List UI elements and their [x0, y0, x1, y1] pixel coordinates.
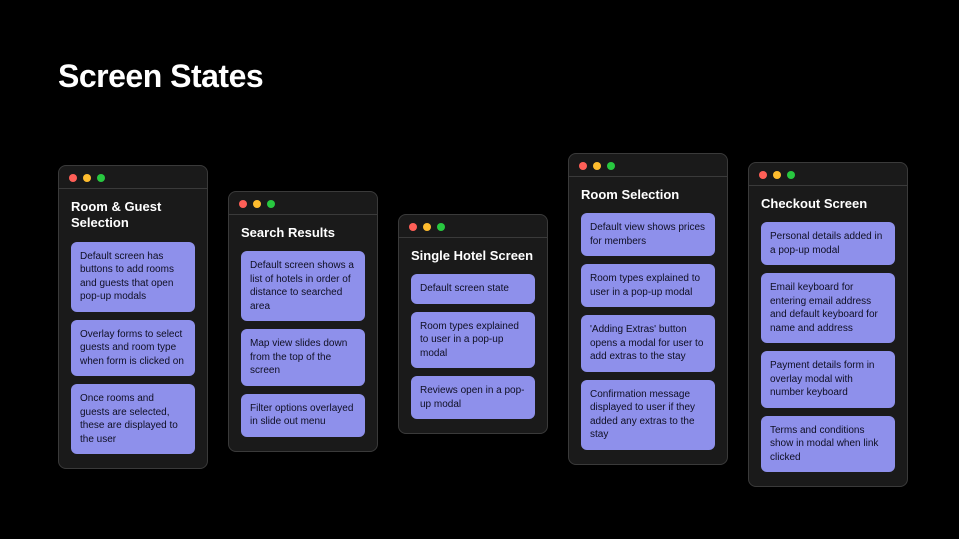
traffic-light-yellow-icon: [593, 162, 601, 170]
state-card: Once rooms and guests are selected, thes…: [71, 384, 195, 454]
traffic-light-red-icon: [69, 174, 77, 182]
window-search-results: Search Results Default screen shows a lis…: [228, 191, 378, 452]
window-chrome: [399, 215, 547, 238]
traffic-light-red-icon: [409, 223, 417, 231]
state-card: Room types explained to user in a pop-up…: [411, 312, 535, 369]
state-card: Payment details form in overlay modal wi…: [761, 351, 895, 408]
state-card: Personal details added in a pop-up modal: [761, 222, 895, 265]
windows-container: Room & Guest Selection Default screen has…: [0, 0, 959, 539]
window-room-selection: Room Selection Default view shows prices …: [568, 153, 728, 465]
state-card: Email keyboard for entering email addres…: [761, 273, 895, 343]
state-card: Default screen state: [411, 274, 535, 304]
state-card: Map view slides down from the top of the…: [241, 329, 365, 386]
window-title: Single Hotel Screen: [411, 248, 535, 264]
window-title: Search Results: [241, 225, 365, 241]
window-body: Search Results Default screen shows a lis…: [229, 215, 377, 451]
state-card: Reviews open in a pop-up modal: [411, 376, 535, 419]
state-card: Default screen shows a list of hotels in…: [241, 251, 365, 321]
state-card: Default view shows prices for members: [581, 213, 715, 256]
window-body: Single Hotel Screen Default screen state R…: [399, 238, 547, 433]
traffic-light-red-icon: [239, 200, 247, 208]
window-body: Room & Guest Selection Default screen has…: [59, 189, 207, 468]
window-title: Room Selection: [581, 187, 715, 203]
traffic-light-green-icon: [97, 174, 105, 182]
window-room-guest: Room & Guest Selection Default screen has…: [58, 165, 208, 469]
state-card: Filter options overlayed in slide out me…: [241, 394, 365, 437]
state-card: 'Adding Extras' button opens a modal for…: [581, 315, 715, 372]
window-checkout: Checkout Screen Personal details added in…: [748, 162, 908, 487]
window-title: Checkout Screen: [761, 196, 895, 212]
traffic-light-green-icon: [437, 223, 445, 231]
window-chrome: [59, 166, 207, 189]
traffic-light-yellow-icon: [773, 171, 781, 179]
window-chrome: [229, 192, 377, 215]
window-body: Checkout Screen Personal details added in…: [749, 186, 907, 486]
window-chrome: [749, 163, 907, 186]
state-card: Room types explained to user in a pop-up…: [581, 264, 715, 307]
traffic-light-red-icon: [759, 171, 767, 179]
window-title: Room & Guest Selection: [71, 199, 195, 232]
state-card: Confirmation message displayed to user i…: [581, 380, 715, 450]
traffic-light-yellow-icon: [253, 200, 261, 208]
state-card: Overlay forms to select guests and room …: [71, 320, 195, 377]
traffic-light-green-icon: [787, 171, 795, 179]
traffic-light-yellow-icon: [83, 174, 91, 182]
window-body: Room Selection Default view shows prices …: [569, 177, 727, 464]
traffic-light-red-icon: [579, 162, 587, 170]
traffic-light-green-icon: [267, 200, 275, 208]
traffic-light-green-icon: [607, 162, 615, 170]
window-chrome: [569, 154, 727, 177]
traffic-light-yellow-icon: [423, 223, 431, 231]
window-single-hotel: Single Hotel Screen Default screen state R…: [398, 214, 548, 434]
state-card: Terms and conditions show in modal when …: [761, 416, 895, 473]
state-card: Default screen has buttons to add rooms …: [71, 242, 195, 312]
